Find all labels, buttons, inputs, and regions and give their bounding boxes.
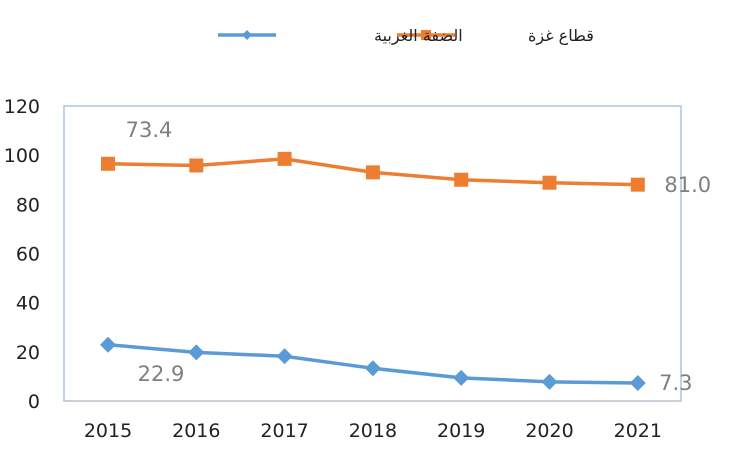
data-point-square	[365, 165, 380, 180]
y-tick-label: 100	[4, 145, 40, 167]
x-axis-ticks: 2015 2016 2017 2018 2019 2020 2021	[84, 420, 662, 442]
legend-item-1: قطاع غزة	[397, 26, 594, 46]
data-point-diamond	[629, 375, 646, 392]
data-point-diamond	[364, 360, 381, 377]
data-point-square	[542, 175, 557, 190]
legend-item-2: الضفة الغربية	[218, 26, 463, 46]
y-tick-label: 80	[16, 194, 40, 216]
x-tick-label: 2016	[172, 420, 220, 442]
y-tick-label: 120	[4, 96, 40, 118]
data-label: 7.3	[659, 371, 692, 395]
x-tick-label: 2017	[260, 420, 308, 442]
data-point-diamond	[541, 373, 558, 390]
annotations: 73.4 81.0 22.9 7.3	[126, 118, 712, 395]
y-tick-label: 20	[16, 342, 40, 364]
x-tick-label: 2021	[614, 420, 662, 442]
legend-label: الضفة الغربية	[374, 26, 463, 46]
x-tick-label: 2018	[349, 420, 397, 442]
legend-marker-diamond	[242, 30, 252, 40]
data-point-square	[454, 172, 469, 187]
legend-marker-square	[421, 30, 431, 40]
data-point-diamond	[100, 336, 116, 353]
x-tick-label: 2015	[84, 420, 132, 442]
data-label: 22.9	[138, 362, 185, 386]
x-tick-label: 2019	[437, 420, 485, 442]
data-point-square	[189, 158, 204, 173]
data-point-diamond	[453, 369, 470, 386]
series-1	[101, 151, 645, 192]
y-tick-label: 0	[28, 391, 40, 413]
data-point-square	[101, 156, 115, 171]
series-layer	[100, 151, 646, 392]
legend: قطاع غزة الضفة الغربية	[218, 26, 594, 46]
data-label: 81.0	[664, 173, 711, 197]
series-2	[100, 336, 646, 392]
y-tick-label: 60	[16, 244, 40, 266]
data-point-diamond	[188, 344, 205, 361]
data-label: 73.4	[126, 118, 173, 142]
legend-label: قطاع غزة	[528, 26, 594, 46]
y-axis-ticks: 0 20 40 60 80 100 120	[4, 96, 40, 413]
y-tick-label: 40	[16, 293, 40, 315]
data-point-square	[277, 151, 292, 166]
x-tick-label: 2020	[525, 420, 573, 442]
plot-area-border	[63, 105, 682, 402]
data-point-square	[630, 177, 645, 192]
data-point-diamond	[276, 348, 293, 365]
